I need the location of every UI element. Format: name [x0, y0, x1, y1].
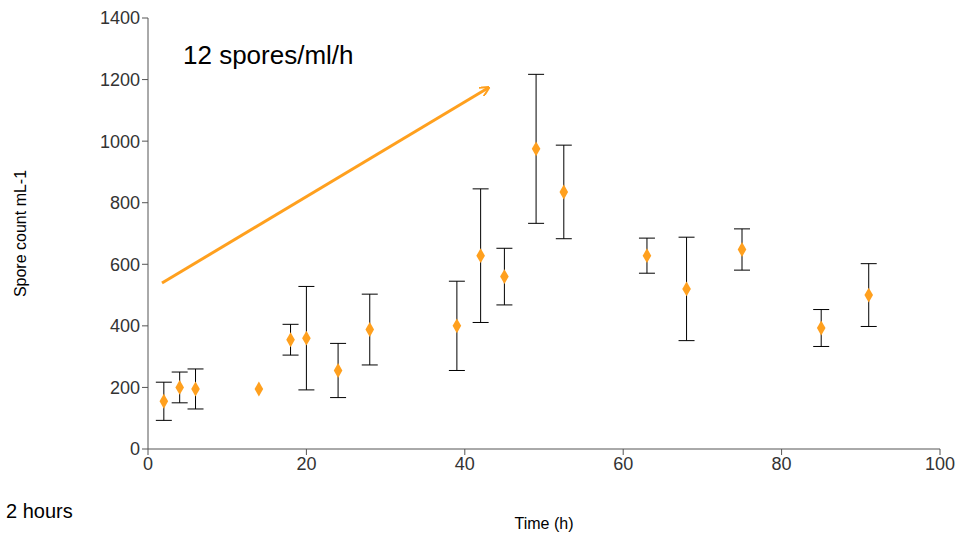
html-text:2 hours: 2 hours — [6, 500, 73, 522]
svg-text:200: 200 — [110, 378, 140, 398]
html-text:12 spores/ml/h: 12 spores/ml/h — [183, 40, 354, 70]
svg-text:0: 0 — [143, 454, 153, 474]
svg-text:100: 100 — [925, 454, 955, 474]
svg-text:80: 80 — [772, 454, 792, 474]
svg-text:Spore count mL-1: Spore count mL-1 — [12, 170, 29, 297]
svg-text:800: 800 — [110, 193, 140, 213]
svg-text:Time (h): Time (h) — [515, 515, 574, 532]
svg-text:1200: 1200 — [100, 70, 140, 90]
svg-text:60: 60 — [613, 454, 633, 474]
svg-text:1400: 1400 — [100, 8, 140, 28]
svg-text:600: 600 — [110, 255, 140, 275]
svg-text:0: 0 — [130, 439, 140, 459]
svg-text:400: 400 — [110, 316, 140, 336]
svg-text:20: 20 — [296, 454, 316, 474]
svg-text:40: 40 — [455, 454, 475, 474]
svg-text:1000: 1000 — [100, 132, 140, 152]
